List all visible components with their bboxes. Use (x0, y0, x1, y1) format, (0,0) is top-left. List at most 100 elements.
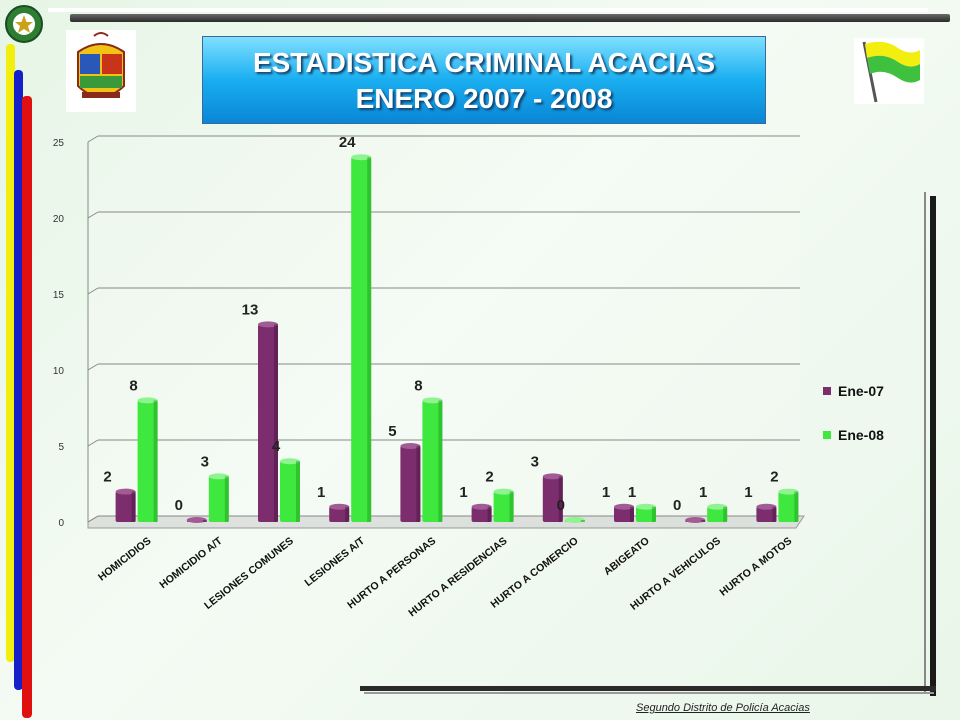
bar-ene07-cap (400, 443, 421, 449)
bar-ene08 (778, 491, 799, 522)
bottom-thin-rule (364, 692, 934, 694)
bar-ene07 (542, 476, 563, 522)
bar-shade (224, 476, 229, 522)
bar-ene07 (329, 506, 350, 522)
red-side-stripe (22, 96, 32, 718)
bar-shade (630, 506, 634, 522)
bar-ene08 (280, 461, 300, 522)
category-label: HOMICIDIOS (96, 535, 154, 584)
data-label: 1 (602, 484, 610, 501)
flag-panel (854, 38, 924, 104)
bar-ene08-cap (351, 154, 372, 161)
bar-ene07-cap (115, 488, 136, 495)
bar-ene07-cap (186, 517, 207, 523)
yellow-side-stripe (6, 44, 15, 662)
bar-ene07 (115, 491, 136, 522)
bar-ene08-cap (636, 503, 656, 510)
title-line-2: ENERO 2007 - 2008 (355, 83, 613, 114)
bar-shade (794, 491, 799, 522)
bar-shade (438, 400, 443, 522)
bar-shade (274, 324, 278, 522)
data-label: 24 (339, 134, 356, 151)
y-tick-label: 10 (53, 366, 65, 377)
bar-ene07-cap (258, 321, 278, 328)
bar-ene07-cap (471, 503, 492, 510)
bar-ene08-cap (208, 473, 229, 480)
category-label: HURTO A MOTOS (717, 535, 794, 599)
bar-ene08 (422, 400, 443, 522)
bar-ene08 (636, 506, 656, 522)
bar-shade (202, 520, 207, 522)
bar-shade (416, 446, 421, 522)
data-label: 1 (699, 484, 707, 501)
data-label: 4 (272, 438, 281, 455)
bar-ene08-cap (137, 397, 158, 404)
data-label: 3 (531, 453, 539, 470)
bar-shade (345, 506, 350, 522)
municipal-crest-icon (66, 30, 136, 112)
data-label: 1 (317, 484, 325, 501)
data-label: 8 (414, 377, 422, 394)
bar-ene07 (756, 506, 777, 522)
data-label: 2 (485, 469, 493, 486)
bar-ene07-cap (756, 503, 777, 510)
chart-back-wall (88, 136, 800, 522)
right-dark-rule (930, 196, 936, 696)
bar-ene08 (493, 491, 514, 522)
bar-ene07 (614, 506, 634, 522)
bar-shade (131, 491, 136, 522)
right-thin-rule (924, 192, 926, 692)
y-tick-label: 5 (58, 442, 64, 453)
data-label: 0 (175, 497, 183, 514)
data-label: 2 (103, 469, 111, 486)
bar-ene08-cap (422, 397, 443, 404)
bar-shade (558, 476, 563, 522)
category-label: ABIGEATO (602, 535, 652, 578)
bar-ene08-cap (280, 458, 300, 465)
waving-flag-icon (862, 41, 920, 103)
data-label: 0 (673, 497, 681, 514)
bar-ene07 (258, 324, 278, 522)
bar-shade (772, 506, 777, 522)
bar-ene08-cap (707, 503, 728, 510)
bar-shade (652, 506, 656, 522)
bar-shade (723, 506, 728, 522)
data-label: 1 (744, 484, 752, 501)
bar-ene07 (471, 506, 492, 522)
legend-label: Ene-08 (838, 427, 884, 443)
bar-ene08 (208, 476, 229, 522)
top-white-rule (48, 8, 928, 12)
gridline-depth (87, 211, 99, 219)
data-label: 1 (459, 484, 467, 501)
data-label: 0 (557, 497, 565, 514)
y-tick-label: 20 (53, 214, 65, 225)
bar-ene07-cap (329, 503, 350, 510)
bar-ene08-cap (778, 488, 799, 495)
blue-side-stripe (14, 70, 23, 690)
gridline-depth (87, 135, 99, 143)
y-tick-label: 15 (53, 290, 65, 301)
y-tick-label: 0 (58, 518, 64, 529)
legend-swatch (823, 387, 831, 395)
legend-swatch (823, 431, 831, 439)
data-label: 5 (388, 423, 396, 440)
gridline-depth (87, 515, 99, 523)
bar-ene07-cap (685, 517, 706, 523)
data-label: 13 (242, 301, 259, 318)
bar-ene07-cap (542, 473, 563, 480)
bar-ene08-cap (564, 517, 585, 523)
title-box: ESTADISTICA CRIMINAL ACACIAS ENERO 2007 … (202, 36, 766, 124)
bar-shade (509, 491, 514, 522)
legend-label: Ene-07 (838, 383, 884, 399)
data-label: 1 (628, 484, 636, 501)
category-label: LESIONES A/T (302, 535, 367, 589)
title-line-1: ESTADISTICA CRIMINAL ACACIAS (253, 47, 715, 78)
category-label: HOMICIDIO A/T (157, 535, 225, 592)
gridline-depth (87, 363, 99, 371)
police-badge-icon (5, 5, 43, 43)
data-label: 2 (770, 469, 778, 486)
bar-ene07 (400, 446, 421, 522)
bar-shade (701, 520, 706, 522)
